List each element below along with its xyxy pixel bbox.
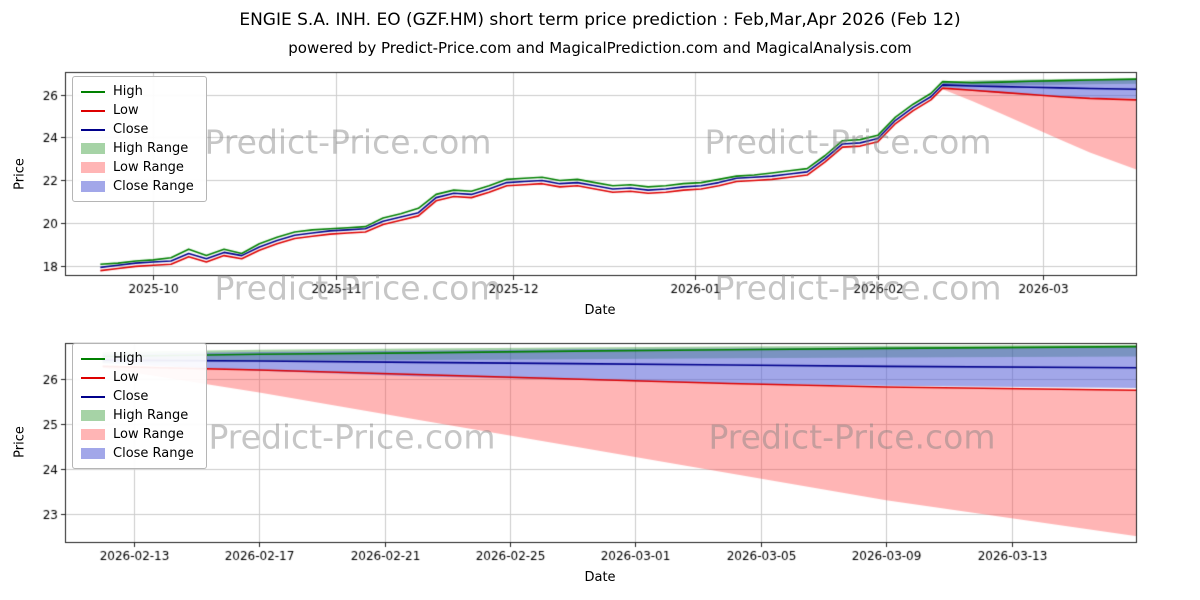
x-axis-label-top: Date xyxy=(584,303,616,318)
legend-label: Low Range xyxy=(113,427,184,442)
chart-title: ENGIE S.A. INH. EO (GZF.HM) short term p… xyxy=(239,10,961,30)
legend-label: Low xyxy=(113,103,139,118)
x-axis-label-bottom: Date xyxy=(584,570,616,585)
legend-item: Low Range xyxy=(81,158,194,177)
legend-item: Low xyxy=(81,368,194,387)
close-line-swatch xyxy=(81,128,105,131)
legend-top-chart: High Low Close High Range Low Range Clos… xyxy=(72,76,207,202)
legend-label: High Range xyxy=(113,141,189,156)
legend-label: High xyxy=(113,351,143,366)
legend-label: Close Range xyxy=(113,179,194,194)
y-axis-label-top: Price xyxy=(12,158,28,190)
low-range-swatch xyxy=(81,162,105,173)
legend-label: Close xyxy=(113,389,149,404)
chart-subtitle: powered by Predict-Price.com and Magical… xyxy=(288,39,912,57)
close-range-swatch xyxy=(81,448,105,459)
low-line-swatch xyxy=(81,109,105,112)
legend-item: Low Range xyxy=(81,425,194,444)
legend-item: High Range xyxy=(81,406,194,425)
close-range-swatch xyxy=(81,181,105,192)
legend-label: Low Range xyxy=(113,160,184,175)
legend-item: Low xyxy=(81,101,194,120)
low-range-swatch xyxy=(81,429,105,440)
high-range-swatch xyxy=(81,143,105,154)
legend-label: High xyxy=(113,84,143,99)
legend-bottom-chart: High Low Close High Range Low Range Clos… xyxy=(72,343,207,469)
high-range-swatch xyxy=(81,410,105,421)
legend-item: High xyxy=(81,82,194,101)
legend-item: Close Range xyxy=(81,444,194,463)
legend-label: Close xyxy=(113,122,149,137)
high-line-swatch xyxy=(81,90,105,93)
y-axis-label-bottom: Price xyxy=(12,426,28,458)
legend-item: High Range xyxy=(81,139,194,158)
high-line-swatch xyxy=(81,357,105,360)
low-line-swatch xyxy=(81,376,105,379)
close-line-swatch xyxy=(81,395,105,398)
legend-item: Close xyxy=(81,387,194,406)
legend-label: High Range xyxy=(113,408,189,423)
legend-item: High xyxy=(81,349,194,368)
legend-item: Close xyxy=(81,120,194,139)
legend-label: Close Range xyxy=(113,446,194,461)
legend-item: Close Range xyxy=(81,177,194,196)
legend-label: Low xyxy=(113,370,139,385)
